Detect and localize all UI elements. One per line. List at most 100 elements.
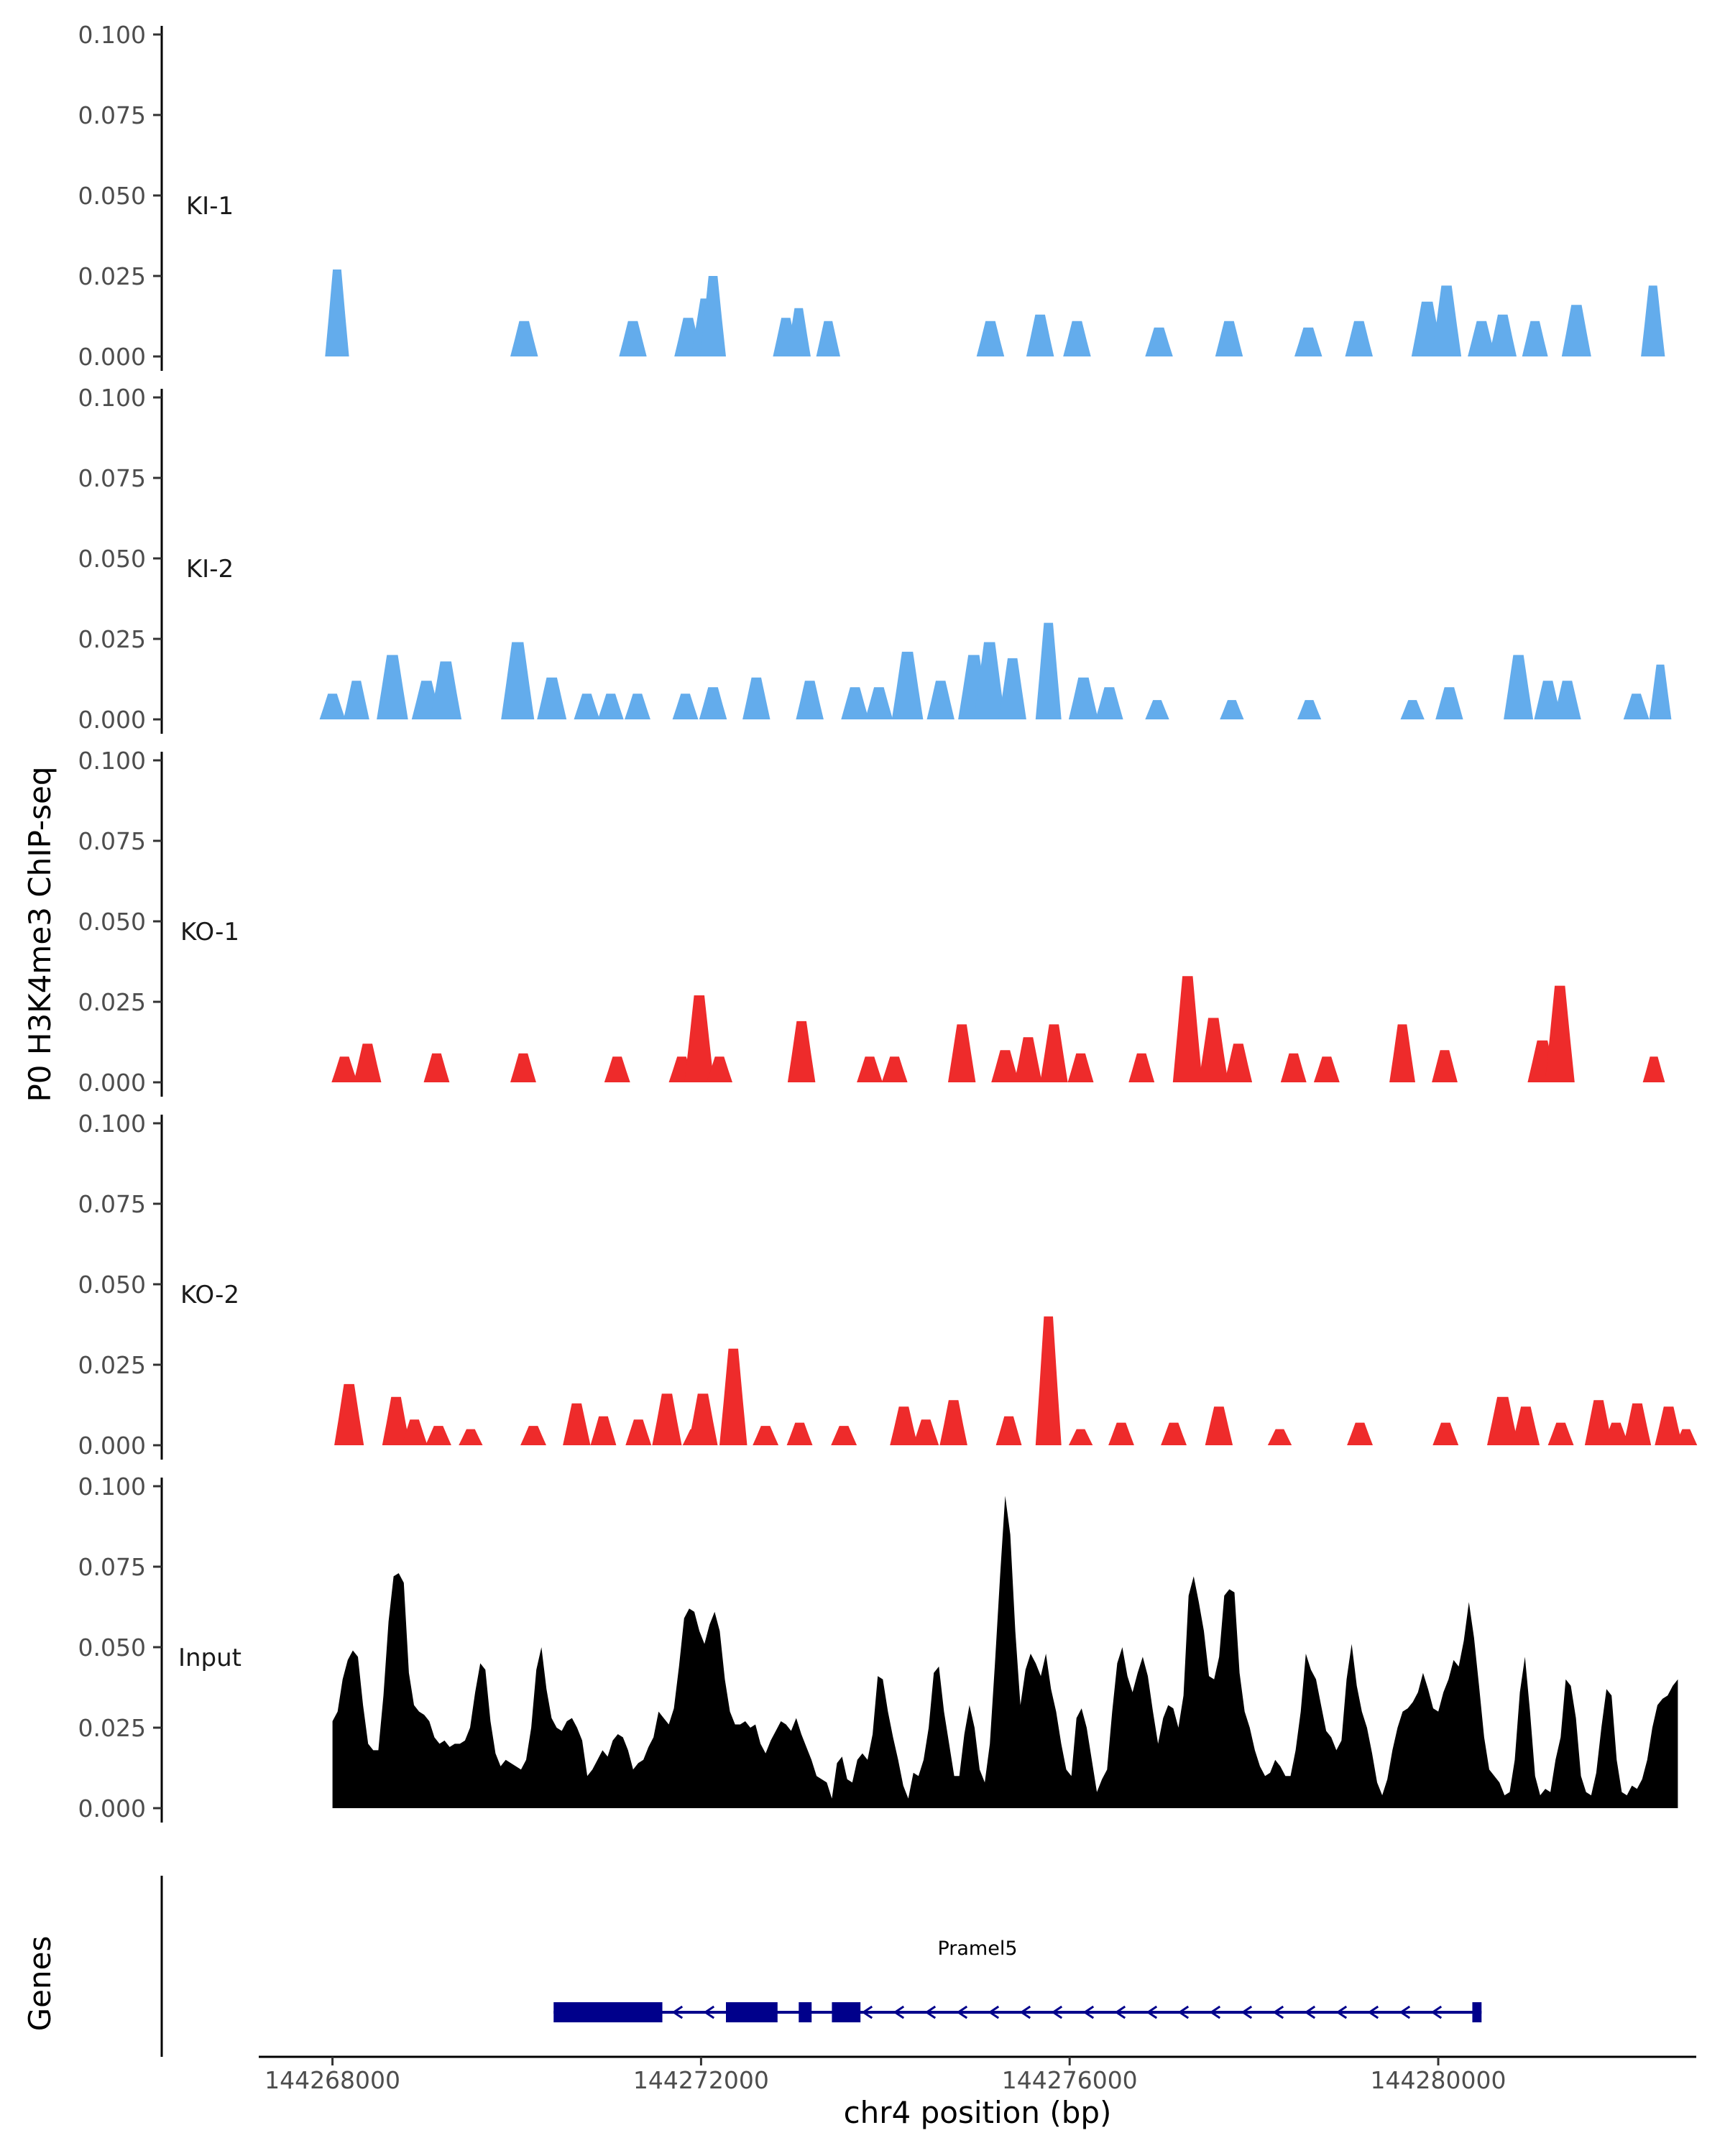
coverage-peak: [1280, 1053, 1307, 1082]
strand-arrow: [1399, 2005, 1411, 2019]
coverage-peak: [343, 681, 369, 719]
strand-arrow: [988, 2005, 1000, 2019]
coverage-peak: [1547, 1422, 1574, 1445]
y-tick-label: 0.100: [78, 1110, 146, 1138]
gene-name-label: Pramel5: [937, 1938, 1017, 1960]
coverage-peak: [501, 642, 535, 719]
coverage-peak: [753, 1426, 779, 1445]
track-panel-input: 0.000 0.025 0.050 0.075 0.100 Input: [78, 1473, 1678, 1823]
coverage-peak: [652, 1393, 682, 1445]
coverage-peak: [1198, 1018, 1228, 1082]
y-tick-label: 0.025: [78, 1351, 146, 1379]
coverage-peak: [1603, 1422, 1629, 1445]
coverage-peak: [1068, 1429, 1093, 1445]
x-axis: 144268000 144272000 144276000 144280000: [259, 2055, 1696, 2094]
strand-arrow: [956, 2005, 968, 2019]
coverage-peak: [1035, 1316, 1062, 1445]
x-axis-title: chr4 position (bp): [844, 2095, 1112, 2130]
coverage-peak: [1522, 321, 1548, 356]
strand-arrow: [1146, 2005, 1158, 2019]
coverage-peak: [1068, 677, 1098, 719]
coverage-peak: [672, 694, 699, 719]
coverage-peak: [354, 1044, 382, 1082]
coverage-peak: [1504, 655, 1534, 719]
strand-arrow: [861, 2005, 873, 2019]
coverage-peak: [1649, 664, 1672, 719]
coverage-peak: [459, 1429, 483, 1445]
y-tick-label: 0.100: [78, 21, 146, 49]
coverage-peak: [574, 694, 600, 719]
coverage-peak: [382, 1396, 410, 1445]
coverage-peak: [1345, 321, 1373, 356]
x-tick-label: 144276000: [1002, 2066, 1138, 2094]
coverage-peak: [1512, 1406, 1540, 1445]
coverage-peak: [1220, 700, 1244, 719]
coverage-peak: [998, 658, 1026, 719]
strand-arrow: [1019, 2005, 1031, 2019]
coverage-peak: [1267, 1429, 1292, 1445]
coverage-peak: [1040, 1024, 1068, 1082]
strand-arrow: [1051, 2005, 1063, 2019]
gene-exon: [726, 2002, 778, 2022]
coverage-peak: [1014, 1037, 1042, 1082]
y-tick-label: 0.000: [78, 1795, 146, 1823]
coverage-peak: [1313, 1056, 1340, 1082]
x-tick-label: 144272000: [633, 2066, 769, 2094]
track-panel-ko-2: 0.000 0.025 0.050 0.075 0.100 KO-2: [78, 1110, 1698, 1460]
y-tick-label: 0.100: [78, 747, 146, 775]
coverage-peak: [1468, 321, 1496, 356]
coverage-peak: [700, 276, 726, 356]
coverage-peak: [939, 1400, 967, 1445]
coverage-peak: [1584, 1400, 1613, 1445]
coverage-peak: [401, 1419, 428, 1445]
coverage-peak: [1432, 1422, 1459, 1445]
coverage-peak: [1623, 1403, 1652, 1445]
coverage-peak: [590, 1416, 617, 1445]
y-tick-label: 0.100: [78, 384, 146, 412]
track-label: KI-2: [186, 555, 234, 584]
coverage-peak: [1655, 1406, 1683, 1445]
coverage-peak: [520, 1426, 546, 1445]
coverage-peak: [831, 1426, 857, 1445]
coverage-peak: [510, 1053, 536, 1082]
tracks-layer: 0.0000.0250.0500.0750.100KI-10.0000.0250…: [78, 21, 1698, 1823]
coverage-peak: [742, 677, 770, 719]
coverage-peak: [1294, 327, 1322, 356]
track-label: KO-1: [180, 918, 239, 946]
coverage-peak: [948, 1024, 976, 1082]
y-tick-label: 0.050: [78, 1634, 146, 1662]
coverage-peak: [597, 694, 624, 719]
coverage-peak: [1035, 622, 1062, 719]
coverage-peak: [684, 995, 714, 1082]
coverage-peak: [1553, 681, 1581, 719]
coverage-peak: [1205, 1406, 1233, 1445]
coverage-peak: [973, 642, 1006, 719]
coverage-peak: [786, 1422, 813, 1445]
coverage-peak: [926, 681, 954, 719]
coverage-peak: [786, 308, 811, 356]
coverage-peak: [625, 694, 650, 719]
coverage-peak: [377, 655, 408, 719]
gene-exon: [553, 2002, 663, 2022]
coverage-peak: [1095, 687, 1123, 719]
coverage-peak: [1561, 305, 1591, 356]
coverage-peak: [1108, 1422, 1134, 1445]
coverage-peak: [881, 1056, 908, 1082]
coverage-peak: [1145, 700, 1169, 719]
strand-arrow: [1209, 2005, 1221, 2019]
coverage-peak: [1026, 314, 1054, 356]
coverage-peak: [1067, 1053, 1094, 1082]
coverage-peak: [619, 321, 647, 356]
track-panel-ki-2: 0.000 0.025 0.050 0.075 0.100 KI-2: [78, 384, 1672, 734]
coverage-peak: [1675, 1429, 1698, 1445]
coverage-peak: [1623, 694, 1650, 719]
coverage-peak: [1534, 681, 1562, 719]
coverage-peak: [604, 1056, 630, 1082]
coverage-peak: [1641, 285, 1665, 356]
coverage-peak: [563, 1403, 591, 1445]
y-tick-label: 0.050: [78, 1271, 146, 1299]
coverage-peak: [891, 651, 924, 719]
strand-arrow: [703, 2005, 715, 2019]
coverage-peak: [1161, 1422, 1187, 1445]
coverage-peak: [1487, 1396, 1519, 1445]
